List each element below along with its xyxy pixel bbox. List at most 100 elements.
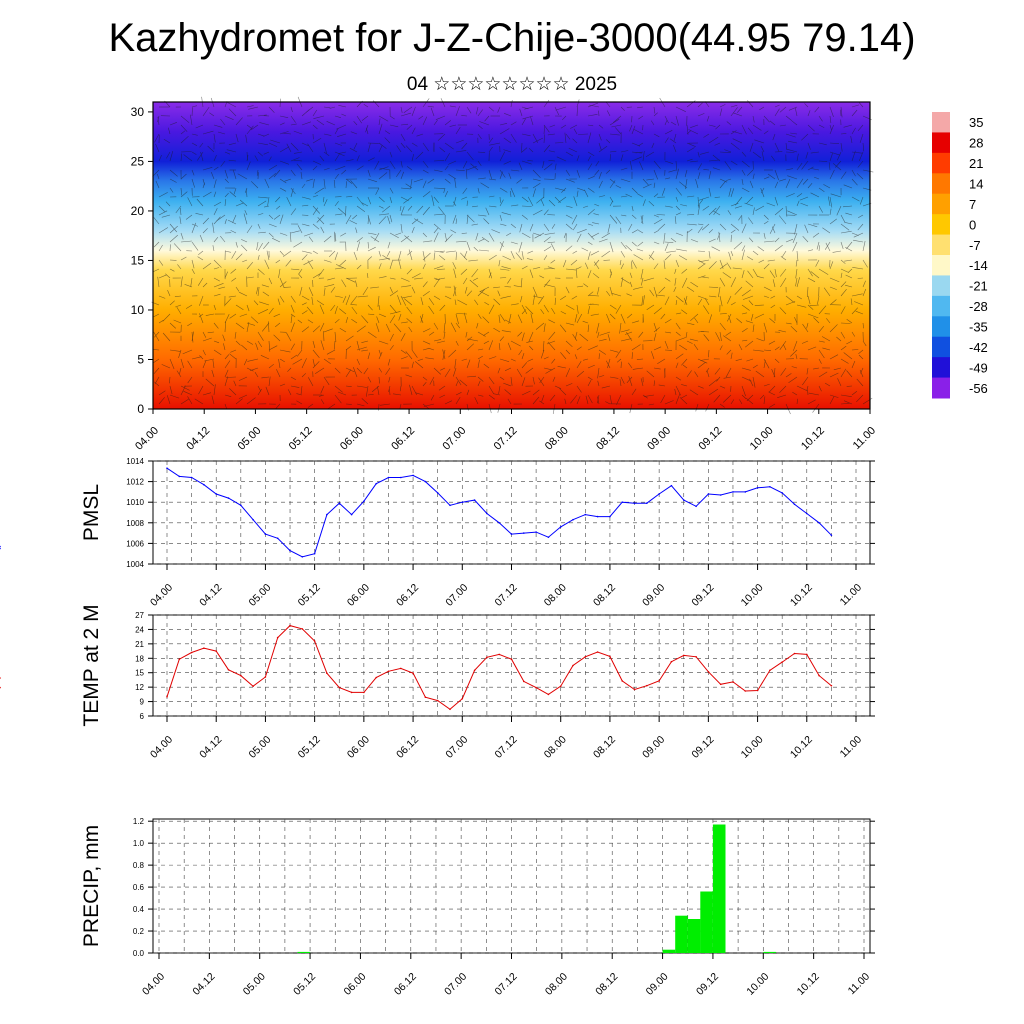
colorbar-swatch — [932, 316, 950, 338]
pmsl-data-point — [498, 522, 501, 524]
pmsl-panel-y-tick-label: 1008 — [126, 519, 144, 528]
colorbar-label: -28 — [969, 299, 988, 314]
colorbar-swatch — [932, 357, 950, 379]
colorbar-label: -35 — [969, 320, 988, 335]
temp-data-point — [695, 656, 697, 658]
pmsl-data-point — [781, 492, 783, 494]
precip-panel-y-tick-label: 0.6 — [133, 883, 145, 892]
temp-panel-x-tick-label: 08.00 — [542, 734, 569, 761]
wind-barbs — [151, 96, 874, 415]
precip-panel-x-tick-label: 04.12 — [190, 971, 217, 998]
temp-panel-x-tick-label: 08.12 — [591, 734, 618, 761]
temp-data-point — [609, 655, 611, 658]
temp-data-point — [424, 696, 427, 698]
temp-data-point — [621, 680, 623, 682]
precip-panel-y-tick-label: 0.8 — [133, 861, 145, 870]
pmsl-panel-y-tick-label: 1010 — [126, 498, 144, 507]
precip-panel-x-tick-label: 06.12 — [392, 971, 419, 998]
temp-data-point — [400, 667, 402, 670]
temp-data-point — [523, 680, 525, 683]
temp-data-point — [276, 636, 279, 639]
colorbar-swatch — [932, 152, 950, 174]
precip-panel-x-tick-label: 07.12 — [493, 971, 520, 998]
heatmap-x-tick-label: 10.12 — [799, 425, 827, 453]
precip-panel-y-tick-label: 1.0 — [133, 839, 145, 848]
temp-data-point — [781, 661, 783, 663]
colorbar-label: -14 — [969, 258, 988, 273]
colorbar-swatch — [932, 295, 950, 317]
temp-data-point — [584, 656, 587, 658]
pmsl-data-point — [215, 493, 217, 495]
precip-panel-x-tick-label: 05.12 — [291, 971, 318, 998]
precip-panel-y-axis-label: PRECIP, mm — [80, 825, 103, 947]
pmsl-data-point — [486, 512, 488, 515]
colorbar-label: -21 — [969, 279, 988, 294]
precip-panel-y-tick-label: 0.4 — [133, 905, 145, 914]
precip-panel-y-tick-label: 0.2 — [133, 927, 145, 936]
pmsl-data-point — [301, 556, 304, 558]
heatmap-x-tick-label: 05.00 — [236, 425, 264, 453]
pmsl-data-point — [0, 545, 1, 548]
precip-panel-x-tick-label: 08.12 — [593, 971, 620, 998]
pmsl-data-point — [609, 515, 611, 518]
precip-panel-x-tick-label: 04.00 — [140, 971, 167, 998]
pmsl-data-point — [424, 480, 427, 483]
temp-panel-x-tick-label: 10.00 — [739, 734, 766, 761]
temp-data-point — [227, 669, 230, 671]
pmsl-data-point — [658, 493, 660, 495]
pmsl-data-point — [400, 476, 402, 479]
pmsl-data-point — [461, 501, 464, 504]
pmsl-data-point — [646, 502, 648, 505]
pmsl-panel-x-tick-label: 10.00 — [739, 582, 766, 609]
colorbar-swatch — [932, 132, 950, 154]
precip-panel-x-tick-label: 11.00 — [846, 971, 873, 998]
pmsl-data-point — [756, 487, 759, 489]
precip-panel-x-tick-label: 08.00 — [543, 971, 570, 998]
heatmap-x-tick-label: 11.00 — [851, 425, 878, 452]
precip-bar — [763, 951, 776, 953]
temp-data-point — [166, 696, 168, 698]
pmsl-data-point — [584, 513, 587, 516]
temp-data-point — [178, 658, 181, 660]
colorbar-label: 7 — [969, 197, 976, 212]
temp-data-point — [473, 669, 476, 672]
pmsl-data-point — [510, 533, 513, 535]
pmsl-data-point — [240, 504, 242, 507]
heatmap-x-tick-label: 09.12 — [697, 425, 725, 453]
heatmap-x-tick-label: 09.00 — [645, 425, 673, 453]
temp-data-point — [510, 658, 513, 660]
pmsl-data-point — [350, 513, 353, 516]
heatmap-x-tick-label: 07.12 — [492, 425, 520, 453]
temp-data-point — [596, 651, 599, 653]
colorbar-label: -7 — [969, 238, 981, 253]
heatmap-x-tick-label: 07.00 — [440, 425, 468, 453]
pmsl-panel-x-tick-label: 07.12 — [493, 582, 520, 609]
pmsl-data-point — [683, 499, 685, 501]
chart-subtitle: 04 ☆☆☆☆☆☆☆☆ 2025 — [406, 74, 618, 95]
chart-title: Kazhydromet for J-Z-Chije-3000(44.95 79.… — [108, 16, 916, 60]
colorbar-label: 14 — [969, 177, 983, 192]
pmsl-data-point — [744, 491, 747, 493]
temp-data-point — [0, 686, 1, 689]
temp-data-point — [240, 674, 242, 677]
temp-panel-y-tick-label: 12 — [135, 683, 144, 692]
precip-panel-x-tick-label: 07.00 — [442, 971, 469, 998]
pmsl-data-point — [412, 474, 414, 477]
colorbar-label: 0 — [969, 217, 976, 232]
pmsl-data-point — [830, 534, 833, 536]
heatmap-field — [153, 102, 870, 409]
pmsl-data-point — [264, 533, 267, 535]
pmsl-panel-x-tick-label: 09.00 — [640, 582, 667, 609]
colorbar-swatch — [932, 234, 950, 256]
colorbar-swatch — [932, 275, 950, 297]
heatmap-y-tick-label: 10 — [131, 303, 145, 317]
pmsl-panel-y-tick-label: 1012 — [126, 478, 144, 487]
temp-panel-x-tick-label: 06.12 — [394, 734, 421, 761]
pmsl-panel-x-tick-label: 07.00 — [443, 582, 470, 609]
pmsl-panel-x-tick-label: 05.12 — [296, 582, 323, 609]
pmsl-data-point — [695, 505, 697, 508]
temp-panel-y-tick-label: 15 — [135, 669, 144, 678]
temp-data-point — [375, 676, 378, 679]
